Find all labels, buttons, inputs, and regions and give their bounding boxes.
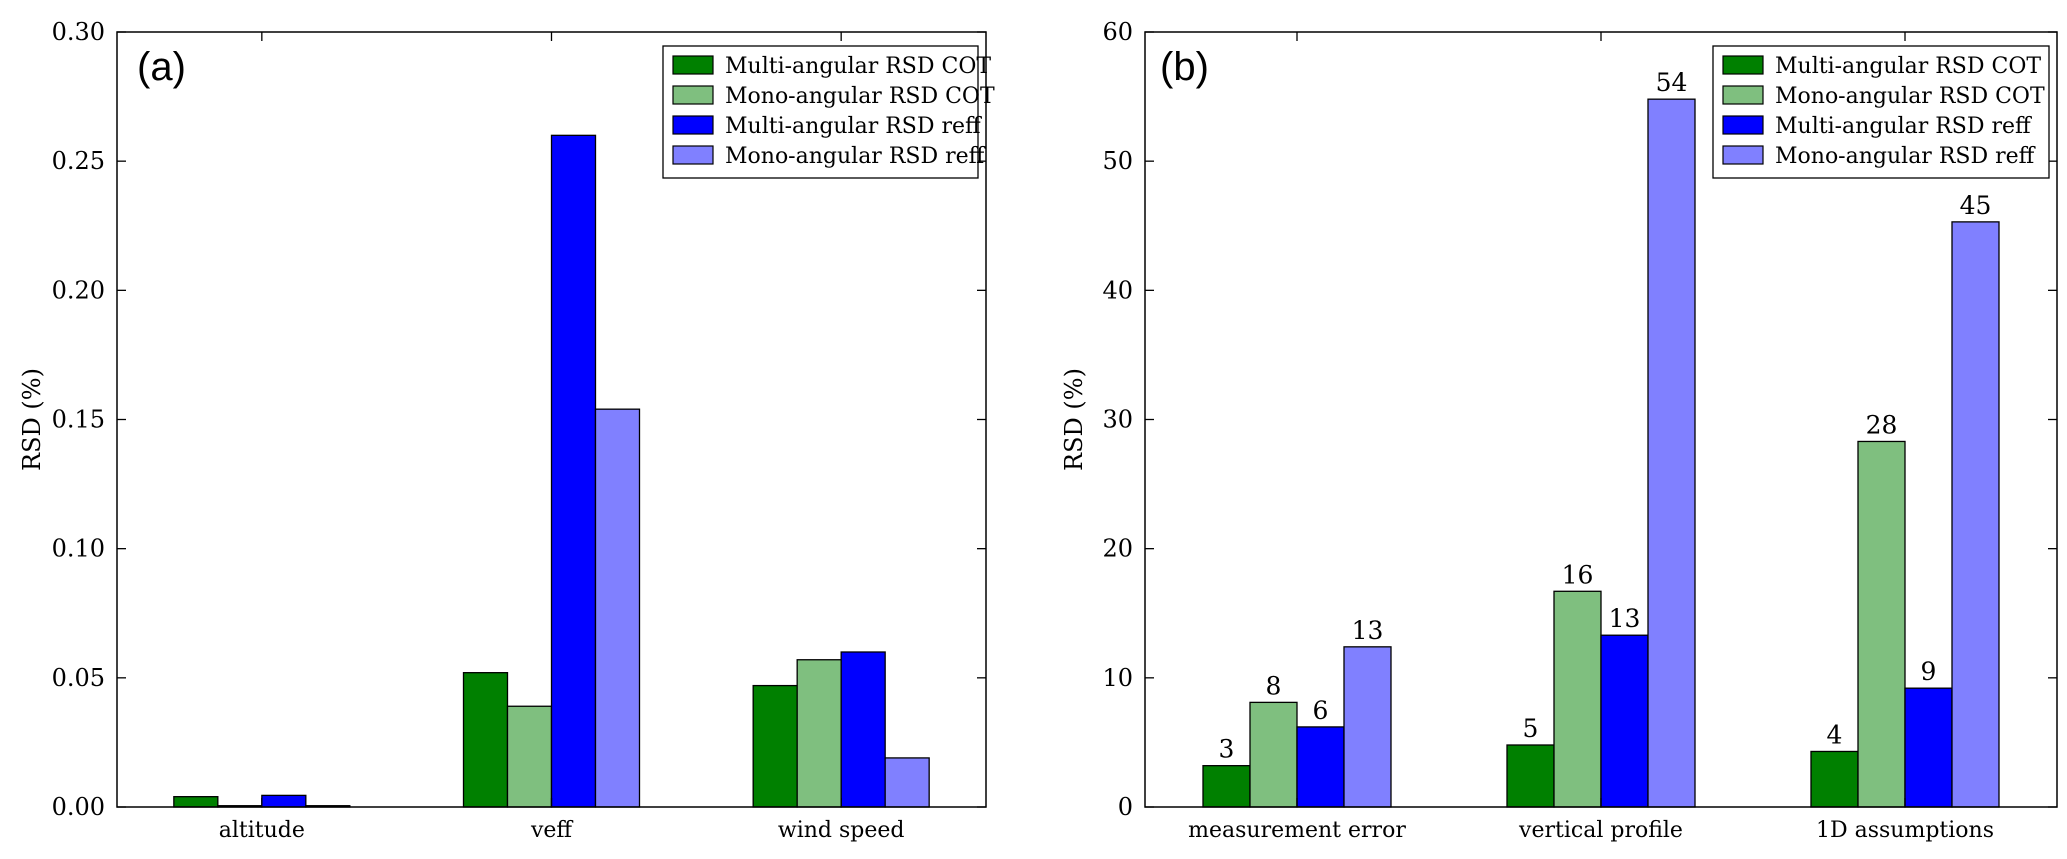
x-category-label: wind speed <box>778 818 905 843</box>
bar-1-0-0 <box>1202 765 1251 808</box>
data-label: 54 <box>1656 68 1688 97</box>
data-label: 5 <box>1523 714 1539 743</box>
bar-0-0-1 <box>462 672 509 808</box>
bar-1-0-2 <box>1810 750 1859 808</box>
legend-swatch <box>1722 145 1764 165</box>
x-category-label: measurement error <box>1188 818 1406 843</box>
y-tick-label: 50 <box>1102 147 1133 175</box>
legend-entry: Multi-angular RSD COT <box>1775 54 2041 79</box>
y-tick-label: 0.00 <box>52 793 105 821</box>
legend-frame <box>662 45 979 179</box>
bar-0-3-1 <box>594 408 641 808</box>
bar-0-2-1 <box>550 134 597 808</box>
bar-1-1-1 <box>1553 590 1602 808</box>
legend-swatch <box>1722 55 1764 75</box>
legend-entry: Mono-angular RSD reff <box>1775 144 2036 169</box>
legend-entry: Mono-angular RSD COT <box>1775 84 2045 109</box>
data-label: 13 <box>1352 616 1384 645</box>
legend-swatch <box>672 85 714 105</box>
x-category-label: 1D assumptions <box>1816 818 1994 843</box>
legend-entry: Multi-angular RSD COT <box>725 54 991 79</box>
panel-label: (b) <box>1160 45 1209 89</box>
bar-1-3-0 <box>1343 646 1392 808</box>
legend-swatch <box>1722 85 1764 105</box>
y-tick-label: 60 <box>1102 18 1133 46</box>
y-tick-label: 0.10 <box>52 535 105 563</box>
y-tick-label: 30 <box>1102 406 1133 434</box>
bar-0-1-1 <box>506 705 553 808</box>
bar-1-2-2 <box>1904 687 1953 808</box>
data-label: 16 <box>1562 560 1594 589</box>
y-tick-label: 0.30 <box>52 18 105 46</box>
bar-1-0-1 <box>1506 744 1555 808</box>
data-label: 8 <box>1266 671 1282 700</box>
data-label: 13 <box>1609 604 1641 633</box>
legend-frame <box>1712 45 2050 179</box>
data-label: 45 <box>1960 191 1992 220</box>
data-label: 4 <box>1827 720 1843 749</box>
y-axis-label: RSD (%) <box>1060 368 1088 471</box>
x-category-label: vertical profile <box>1518 818 1683 843</box>
y-tick-label: 10 <box>1102 664 1133 692</box>
bar-0-1-2 <box>796 659 842 808</box>
bar-1-3-1 <box>1647 98 1696 808</box>
legend: Multi-angular RSD COT Mono-angular RSD CO… <box>662 45 995 179</box>
bar-0-3-2 <box>884 757 930 808</box>
bar-1-2-0 <box>1296 726 1345 808</box>
bar-1-3-2 <box>1951 221 2000 808</box>
legend-swatch <box>1722 115 1764 135</box>
bar-1-2-1 <box>1600 634 1649 808</box>
chart-panel-0: 0.00 0.05 0.10 0.15 0.20 0.25 0.30 altitude veff… <box>18 18 995 843</box>
legend-entry: Multi-angular RSD reff <box>1775 114 2032 139</box>
y-tick-label: 0 <box>1118 793 1133 821</box>
y-tick-label: 0.25 <box>52 147 105 175</box>
bar-1-1-0 <box>1249 701 1298 808</box>
y-tick-label: 20 <box>1102 535 1133 563</box>
y-tick-label: 0.05 <box>52 664 105 692</box>
bar-0-0-0 <box>173 796 219 808</box>
legend-swatch <box>672 115 714 135</box>
legend: Multi-angular RSD COT Mono-angular RSD CO… <box>1712 45 2050 179</box>
y-tick-label: 40 <box>1102 276 1133 304</box>
y-tick-label: 0.15 <box>52 406 105 434</box>
y-tick-label: 0.20 <box>52 276 105 304</box>
bar-0-0-2 <box>752 684 798 808</box>
x-category-label: veff <box>530 818 573 843</box>
legend-swatch <box>672 145 714 165</box>
x-category-label: altitude <box>219 818 305 843</box>
bar-0-2-0 <box>261 794 307 808</box>
panel-label: (a) <box>137 45 186 89</box>
data-label: 28 <box>1866 410 1898 439</box>
bar-1-1-2 <box>1857 440 1906 808</box>
y-axis-label: RSD (%) <box>18 368 46 471</box>
data-label: 9 <box>1921 657 1937 686</box>
data-label: 6 <box>1313 696 1329 725</box>
legend-entry: Mono-angular RSD reff <box>725 144 986 169</box>
chart-panel-1: 35 48162861391354450102030405060measureme… <box>1060 18 2058 843</box>
legend-entry: Mono-angular RSD COT <box>725 84 995 109</box>
legend-swatch <box>672 55 714 75</box>
bar-0-2-2 <box>840 651 886 808</box>
data-label: 3 <box>1219 735 1235 764</box>
legend-entry: Multi-angular RSD reff <box>725 114 982 139</box>
